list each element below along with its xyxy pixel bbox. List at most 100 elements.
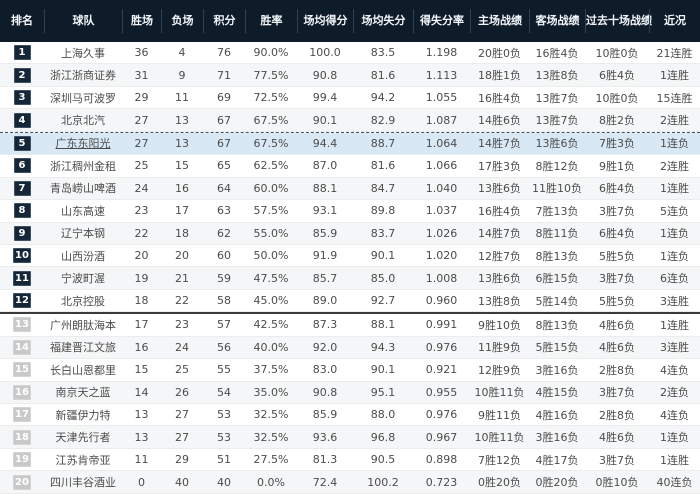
team-link[interactable]: 山西汾酒 xyxy=(61,249,105,263)
cell-away: 13胜8负 xyxy=(535,69,579,83)
team-link[interactable]: 广州朗肽海本 xyxy=(50,318,116,332)
rank-cell: 3 xyxy=(0,90,44,106)
cell-points: 53 xyxy=(217,408,231,422)
team-link[interactable]: 北京北汽 xyxy=(61,114,105,128)
cell-ppg: 85.9 xyxy=(312,408,338,422)
team-link[interactable]: 四川丰谷酒业 xyxy=(50,476,116,490)
cell-points: 62 xyxy=(217,226,231,240)
cell-losses: 20 xyxy=(175,249,189,263)
cell-ratio: 1.066 xyxy=(425,159,458,173)
team-link[interactable]: 浙江稠州金租 xyxy=(50,159,116,173)
cell-recent: 2连胜 xyxy=(660,114,689,128)
table-row[interactable]: 7 青岛崂山啤酒 24 16 64 60.0% 88.1 84.7 1.040 13胜6负 11胜1… xyxy=(0,177,700,201)
team-link[interactable]: 山东高速 xyxy=(61,204,105,218)
rank-cell: 13 xyxy=(0,317,44,333)
team-link[interactable]: 天津先行者 xyxy=(55,431,111,445)
cell-papg: 90.1 xyxy=(370,249,396,263)
table-row[interactable]: 19 江苏肯帝亚 11 29 51 27.5% 81.3 90.5 0.898 7胜12负 4胜17… xyxy=(0,448,700,472)
cell-ppg: 93.1 xyxy=(312,204,338,218)
cell-ppg: 87.0 xyxy=(312,159,338,173)
team-link[interactable]: 福建晋江文旅 xyxy=(50,341,116,355)
cell-away: 11胜10负 xyxy=(532,182,582,196)
team-cell: 北京北汽 xyxy=(44,112,122,128)
column-header-ppg: 场均得分 xyxy=(297,9,353,33)
table-row[interactable]: 4 北京北汽 27 13 67 67.5% 90.1 82.9 1.087 14胜6负 13胜7负 8… xyxy=(0,109,700,132)
rank-cell: 1 xyxy=(0,45,44,61)
team-cell: 浙江稠州金租 xyxy=(44,158,122,174)
rank-cell: 8 xyxy=(0,203,44,219)
rank-cell: 7 xyxy=(0,180,44,196)
rank-badge: 12 xyxy=(13,293,31,309)
cell-rate: 90.0% xyxy=(253,46,289,60)
rank-badge: 8 xyxy=(13,203,31,219)
team-link[interactable]: 长白山恩都里 xyxy=(50,363,116,377)
table-row[interactable]: 1 上海久事 36 4 76 90.0% 100.0 83.5 1.198 20胜0负 16胜4负 1… xyxy=(0,42,700,65)
cell-papg: 92.7 xyxy=(370,294,396,308)
cell-rate: 77.5% xyxy=(253,68,289,82)
cell-losses: 21 xyxy=(175,271,189,285)
cell-last10: 7胜3负 xyxy=(599,137,635,151)
table-row[interactable]: 18 天津先行者 13 27 53 32.5% 93.6 96.8 0.967 10胜11负 3胜1… xyxy=(0,426,700,449)
team-link[interactable]: 辽宁本钢 xyxy=(61,227,105,241)
cell-recent: 6连负 xyxy=(660,272,689,286)
cell-last10: 8胜2负 xyxy=(599,114,635,128)
rank-badge: 15 xyxy=(13,362,31,378)
cell-last10: 10胜0负 xyxy=(595,46,639,60)
table-row[interactable]: 3 深圳马可波罗 29 11 69 72.5% 99.4 94.2 1.055 16胜4负 13胜7… xyxy=(0,86,700,110)
cell-wins: 14 xyxy=(134,385,149,399)
cell-away: 4胜15负 xyxy=(535,386,579,400)
cell-last10: 3胜7负 xyxy=(599,204,635,218)
cell-papg: 81.6 xyxy=(370,159,396,173)
team-cell: 上海久事 xyxy=(44,45,122,61)
cell-losses: 17 xyxy=(175,204,189,218)
team-link[interactable]: 上海久事 xyxy=(61,46,105,60)
team-link[interactable]: 浙江浙商证券 xyxy=(50,69,116,83)
table-row[interactable]: 10 山西汾酒 20 20 60 50.0% 91.9 90.1 1.020 12胜7负 8胜13负… xyxy=(0,244,700,268)
table-row[interactable]: 6 浙江稠州金租 25 15 65 62.5% 87.0 81.6 1.066 17胜3负 8胜12… xyxy=(0,155,700,178)
table-row[interactable]: 9 辽宁本钢 22 18 62 55.0% 85.9 83.7 1.026 14胜7负 8胜11负 6… xyxy=(0,222,700,245)
cell-home: 10胜11负 xyxy=(474,386,525,400)
cell-points: 64 xyxy=(217,181,231,195)
rank-badge: 14 xyxy=(13,339,31,355)
team-cell: 江苏肯帝亚 xyxy=(44,452,122,468)
table-row[interactable]: 17 新疆伊力特 13 27 53 32.5% 85.9 88.0 0.976 9胜11负 4胜16… xyxy=(0,404,700,427)
team-link[interactable]: 江苏肯帝亚 xyxy=(55,453,111,467)
table-row[interactable]: 13 广州朗肽海本 17 23 57 42.5% 87.3 88.1 0.991 9胜10负 8胜1… xyxy=(0,314,700,337)
cell-ratio: 1.040 xyxy=(425,181,458,195)
cell-ratio: 1.064 xyxy=(425,136,458,150)
table-row[interactable]: 2 浙江浙商证券 31 9 71 77.5% 90.8 81.6 1.113 18胜1负 13胜8负… xyxy=(0,64,700,87)
cell-recent: 40连负 xyxy=(656,476,693,490)
table-row[interactable]: 11 宁波町渥 19 21 59 47.5% 85.7 85.0 1.008 13胜6负 6胜15负… xyxy=(0,267,700,290)
cell-points: 69 xyxy=(217,91,231,105)
rank-cell: 18 xyxy=(0,429,44,445)
team-link[interactable]: 北京控股 xyxy=(61,294,105,308)
table-row[interactable]: 15 长白山恩都里 15 25 55 37.5% 83.0 90.1 0.921 12胜9负 3胜1… xyxy=(0,359,700,382)
cell-home: 13胜8负 xyxy=(478,294,521,308)
cell-last10: 9胜1负 xyxy=(599,159,635,173)
team-link[interactable]: 南京天之蓝 xyxy=(55,386,111,400)
cell-ratio: 1.008 xyxy=(425,271,458,285)
team-link[interactable]: 青岛崂山啤酒 xyxy=(50,182,116,196)
team-cell: 深圳马可波罗 xyxy=(44,90,122,106)
table-row[interactable]: 20 四川丰谷酒业 0 40 40 0.0% 72.4 100.2 0.723 0胜20负 0胜20… xyxy=(0,471,700,494)
rank-badge: 3 xyxy=(13,90,31,106)
cell-away: 8胜11负 xyxy=(535,227,579,241)
team-link[interactable]: 宁波町渥 xyxy=(61,272,105,286)
table-row[interactable]: 14 福建晋江文旅 16 24 56 40.0% 92.0 94.3 0.976 11胜9负 5胜1… xyxy=(0,336,700,360)
cell-last10: 6胜4负 xyxy=(599,69,635,83)
table-row[interactable]: 16 南京天之蓝 14 26 54 35.0% 90.8 95.1 0.955 10胜11负 4胜1… xyxy=(0,381,700,404)
rank-badge: 10 xyxy=(13,248,31,264)
table-row[interactable]: 12 北京控股 18 22 58 45.0% 89.0 92.7 0.960 13胜8负 5胜14负… xyxy=(0,289,700,313)
cell-ratio: 0.991 xyxy=(425,318,458,332)
team-cell: 浙江浙商证券 xyxy=(44,67,122,83)
team-link[interactable]: 深圳马可波罗 xyxy=(50,91,116,105)
cell-ppg: 99.4 xyxy=(312,91,338,105)
table-row[interactable]: 5 广东东阳光 27 13 67 67.5% 94.4 88.7 1.064 14胜7负 13胜6负… xyxy=(0,132,700,156)
rank-cell: 12 xyxy=(0,293,44,309)
cell-papg: 90.5 xyxy=(370,453,396,467)
team-link[interactable]: 新疆伊力特 xyxy=(55,408,111,422)
cell-papg: 83.7 xyxy=(370,226,396,240)
team-link[interactable]: 广东东阳光 xyxy=(55,137,111,151)
table-row[interactable]: 8 山东高速 23 17 63 57.5% 93.1 89.8 1.037 16胜4负 7胜13负 3… xyxy=(0,200,700,223)
